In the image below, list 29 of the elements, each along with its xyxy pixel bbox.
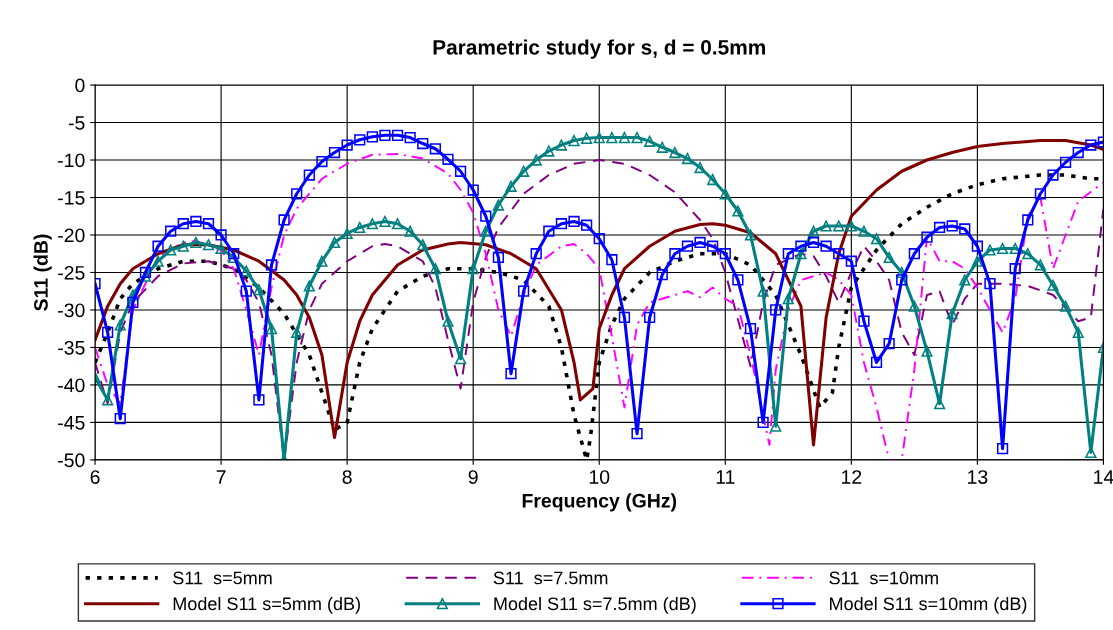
y-tick-label: -15	[58, 191, 85, 205]
legend-label: Model S11 s=10mm (dB)	[830, 596, 1027, 614]
legend-label: S11 s=10mm	[829, 571, 938, 585]
y-tick-label: -35	[58, 340, 85, 355]
x-tick-label: 8	[342, 470, 352, 484]
legend-label: S11 s=7.5mm	[493, 571, 608, 585]
x-tick-label: 11	[716, 470, 735, 484]
x-axis-title: Frequency (GHz)	[522, 493, 677, 512]
y-tick-label: -5	[68, 116, 85, 130]
y-tick-label: -20	[58, 228, 85, 243]
x-tick-label: 6	[90, 470, 100, 484]
x-tick-label: 10	[589, 470, 610, 484]
y-axis-title: S11 (dB)	[33, 234, 52, 311]
y-tick-label: -50	[58, 453, 85, 468]
y-tick-label: -45	[58, 416, 85, 430]
x-tick-label: 7	[216, 470, 226, 484]
y-tick-label: -30	[58, 303, 85, 318]
x-tick-label: 12	[842, 470, 862, 484]
legend-label: Model S11 s=7.5mm (dB)	[494, 596, 696, 614]
y-tick-label: -25	[58, 265, 85, 280]
y-tick-label: -40	[58, 378, 85, 393]
y-tick-label: -10	[58, 153, 85, 168]
legend-label: Model S11 s=5mm (dB)	[173, 596, 360, 614]
x-tick-label: 13	[968, 470, 988, 484]
chart-title: Parametric study for s, d = 0.5mm	[433, 39, 765, 59]
x-tick-label: 14	[1094, 470, 1113, 484]
y-tick-label: 0	[75, 78, 85, 93]
x-tick-label: 9	[468, 470, 478, 484]
legend-label: S11 s=5mm	[173, 571, 272, 585]
